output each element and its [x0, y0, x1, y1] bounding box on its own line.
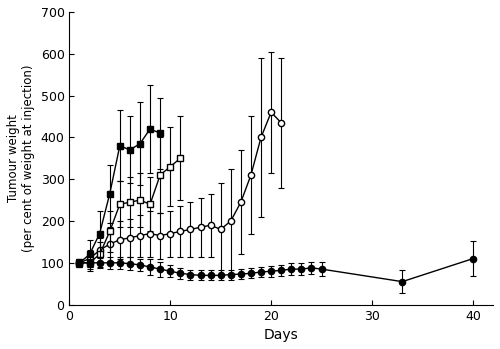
Y-axis label: Tumour weight
(per cent of weight at injection): Tumour weight (per cent of weight at inj… — [7, 65, 35, 252]
X-axis label: Days: Days — [264, 328, 298, 342]
